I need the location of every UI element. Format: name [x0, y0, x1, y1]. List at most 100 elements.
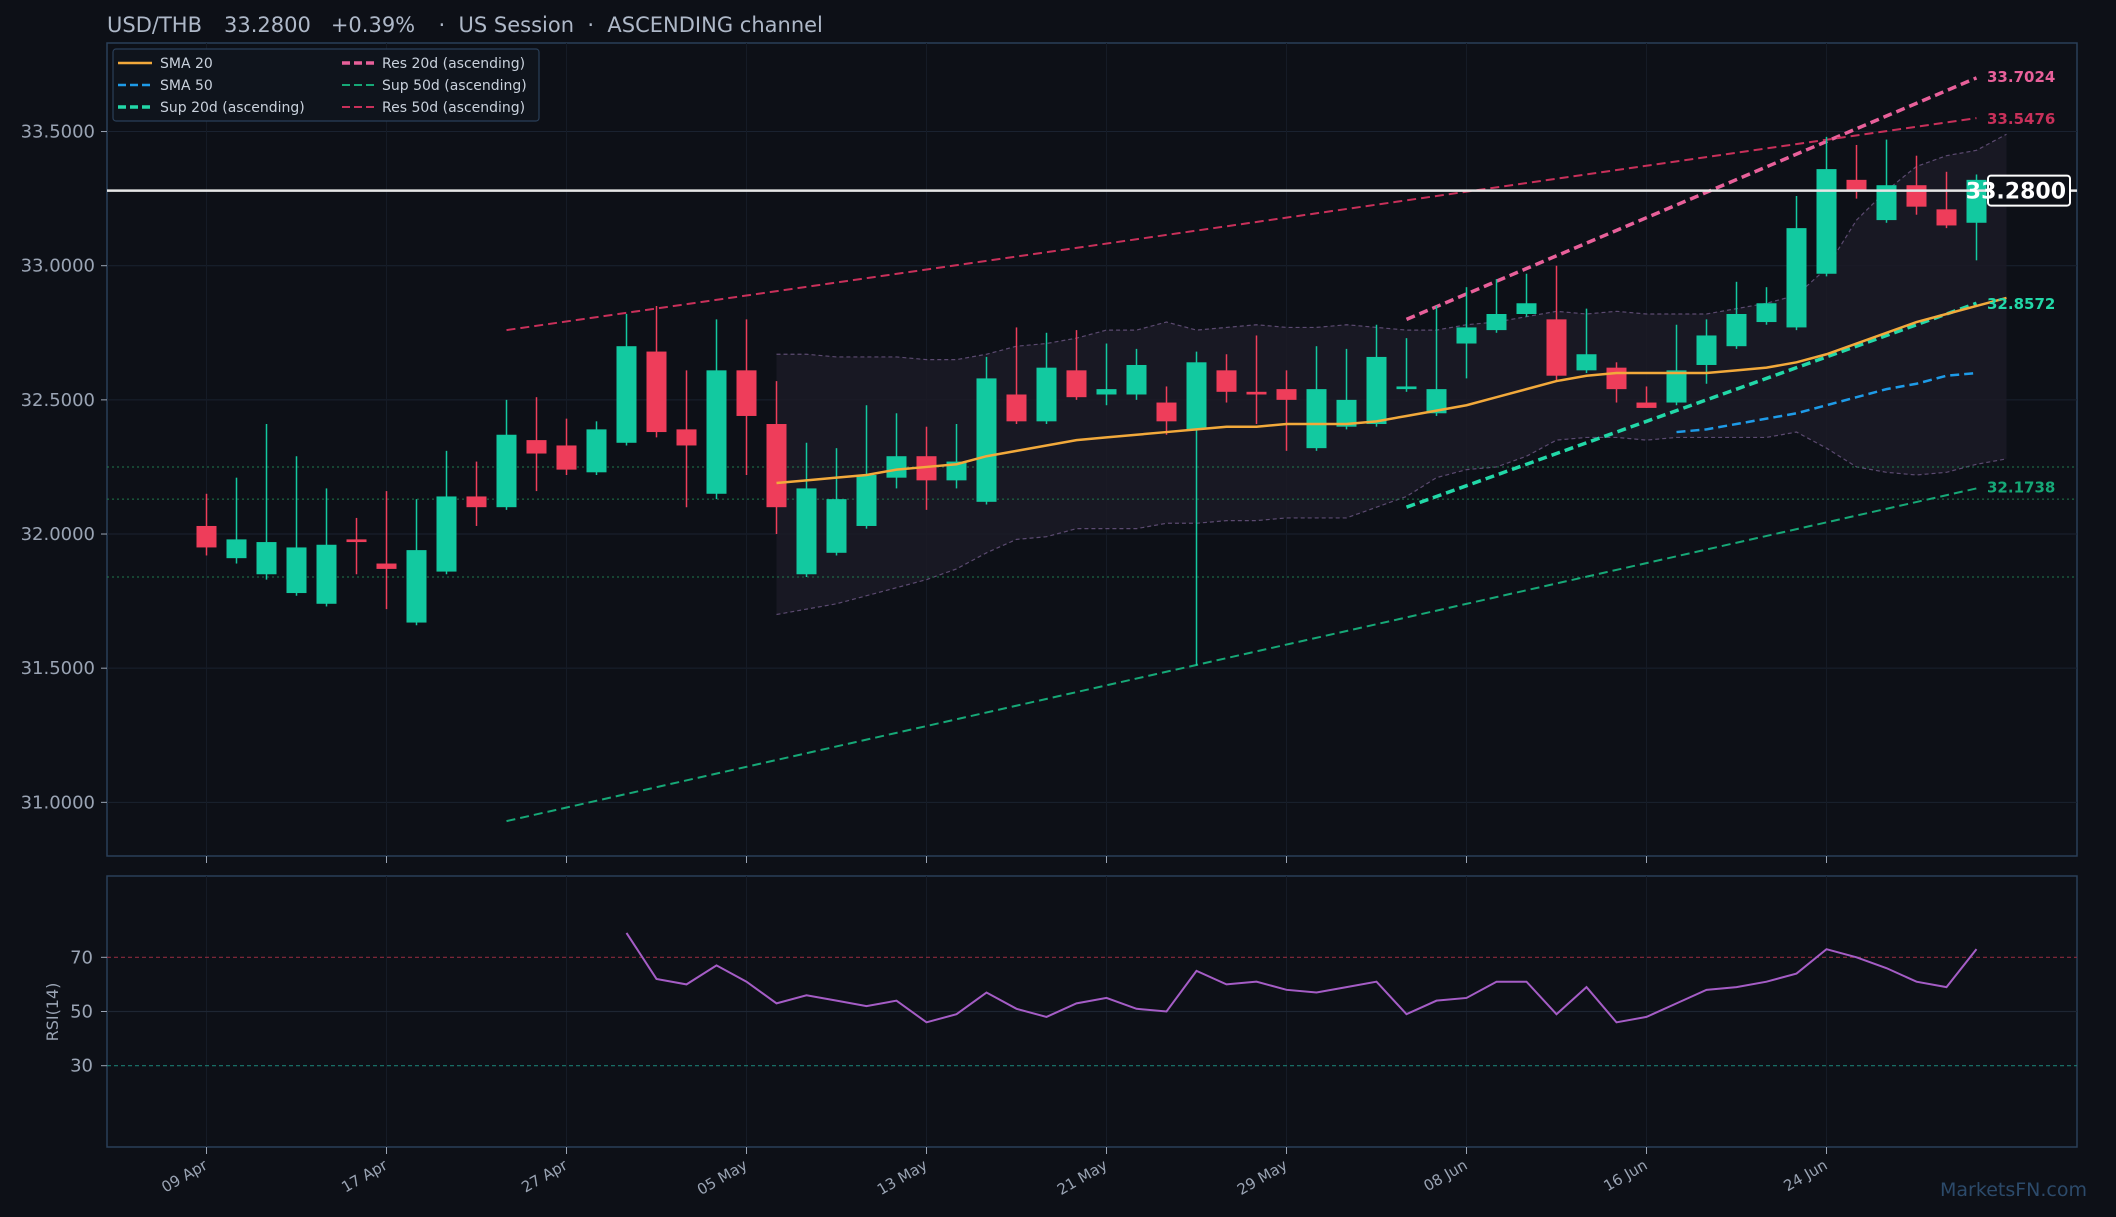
end-label: 32.8572: [1987, 295, 2055, 313]
candle-body: [1186, 362, 1207, 430]
candle-body: [1606, 367, 1627, 390]
legend-item-res50: Res 50d (ascending): [382, 100, 525, 116]
candle-body: [1936, 209, 1957, 226]
candle-body: [946, 461, 967, 481]
candle-body: [346, 539, 367, 543]
candle-body: [1666, 370, 1687, 403]
candle-body: [1546, 319, 1567, 376]
candle-body: [886, 456, 907, 478]
rsi-panel: 30 50 70 RSI(14): [43, 875, 2078, 1148]
candle-body: [226, 539, 247, 559]
candle-body: [436, 496, 457, 572]
candle-body: [1096, 389, 1117, 395]
candle-body: [1516, 303, 1537, 314]
title-session: US Session: [459, 13, 575, 37]
candle-body: [1306, 389, 1327, 449]
candle-body: [526, 440, 547, 454]
candle-body: [1486, 314, 1507, 331]
candle-body: [856, 474, 877, 526]
candle-body: [376, 563, 397, 569]
candle-body: [1006, 394, 1027, 422]
candle-body: [196, 525, 217, 548]
candle-body: [706, 370, 727, 494]
candle-body: [676, 429, 697, 446]
candle-body: [916, 456, 937, 481]
current-price-box-frame: [1987, 174, 2071, 207]
title-change: +0.39%: [331, 13, 415, 37]
candle-body: [1396, 386, 1417, 390]
candle-body: [736, 370, 757, 416]
support-levels: [107, 466, 2077, 578]
candle-body: [1876, 185, 1897, 221]
candle-body: [1816, 169, 1837, 274]
candle-body: [1276, 389, 1297, 400]
title-symbol: USD/THB: [107, 13, 202, 37]
candle-body: [1906, 185, 1927, 207]
rsi-ytick-label: 30: [70, 1056, 93, 1077]
candle-body: [616, 346, 637, 443]
price-panel: 31.0000 31.5000 32.0000 32.5000 33.0000 33.50…: [21, 42, 2078, 857]
candle-body: [1246, 391, 1267, 395]
end-label: 32.1738: [1987, 478, 2055, 496]
candle-body: [1426, 389, 1447, 414]
rsi-line-group: [625, 932, 1978, 1024]
candle-body: [1336, 399, 1357, 427]
title-price: 33.2800: [224, 13, 311, 37]
candle-body: [586, 429, 607, 473]
candle-body: [796, 488, 817, 575]
current-price-label: 33.2800: [1966, 180, 2066, 205]
rsi-axis-label: RSI(14): [43, 983, 62, 1042]
candle-body: [766, 424, 787, 508]
legend-item-sup50: Sup 50d (ascending): [382, 78, 527, 94]
legend: SMA 20 SMA 50 Sup 20d (ascending) Res 20…: [112, 48, 540, 122]
price-ytick-label: 32.5000: [21, 390, 95, 411]
candle-body: [466, 496, 487, 508]
current-price-box: 33.2800: [107, 174, 2077, 207]
legend-item-sma50: SMA 50: [160, 78, 213, 94]
moving-averages: [776, 296, 2007, 485]
rsi-line: [625, 932, 1978, 1024]
trendline-res-50d: [506, 117, 1977, 332]
legend-item-res20: Res 20d (ascending): [382, 56, 525, 72]
candle-body: [646, 351, 667, 433]
price-ytick-label: 31.0000: [21, 792, 95, 813]
legend-item-sup20: Sup 20d (ascending): [160, 100, 305, 116]
candle-body: [976, 378, 997, 502]
candle-body: [1846, 179, 1867, 191]
sma50-line: [1676, 371, 1977, 434]
rsi-y-axis: 30 50 70: [70, 947, 107, 1077]
price-ytick-label: 33.0000: [21, 256, 95, 277]
candle-body: [1156, 402, 1177, 422]
legend-item-sma20: SMA 20: [160, 56, 213, 72]
candle-body: [406, 550, 427, 623]
price-ytick-label: 33.5000: [21, 122, 95, 143]
candle-body: [1066, 370, 1087, 398]
candle-body: [1126, 364, 1147, 395]
price-y-axis: 31.0000 31.5000 32.0000 32.5000 33.0000 33.50…: [21, 122, 107, 813]
price-ytick-label: 31.5000: [21, 658, 95, 679]
candle-body: [1036, 367, 1057, 422]
candle-body: [1366, 356, 1387, 425]
candle-body: [316, 544, 337, 604]
sma20-line: [776, 296, 2007, 485]
title-pattern: ASCENDING channel: [607, 13, 822, 37]
bollinger-lower: [776, 431, 2007, 616]
candle-body: [826, 499, 847, 553]
candles: [196, 136, 1987, 666]
rsi-levels: [107, 956, 2077, 1067]
trendline-end-labels: 33.7024 33.5476 32.8572 32.1738: [1987, 68, 2055, 496]
watermark: MarketsFN.com: [1940, 1179, 2087, 1201]
candle-body: [1756, 303, 1777, 323]
rsi-ytick-label: 50: [70, 1002, 93, 1023]
candle-body: [1576, 354, 1597, 371]
legend-frame: [112, 48, 540, 122]
candle-body: [256, 542, 277, 575]
candle-body: [1636, 402, 1657, 408]
candle-body: [1216, 370, 1237, 392]
candle-body: [1696, 335, 1717, 365]
price-ytick-label: 32.0000: [21, 524, 95, 545]
candle-body: [1456, 327, 1477, 344]
trendline-sup-20d: [1405, 301, 1978, 509]
candle-body: [556, 445, 577, 470]
